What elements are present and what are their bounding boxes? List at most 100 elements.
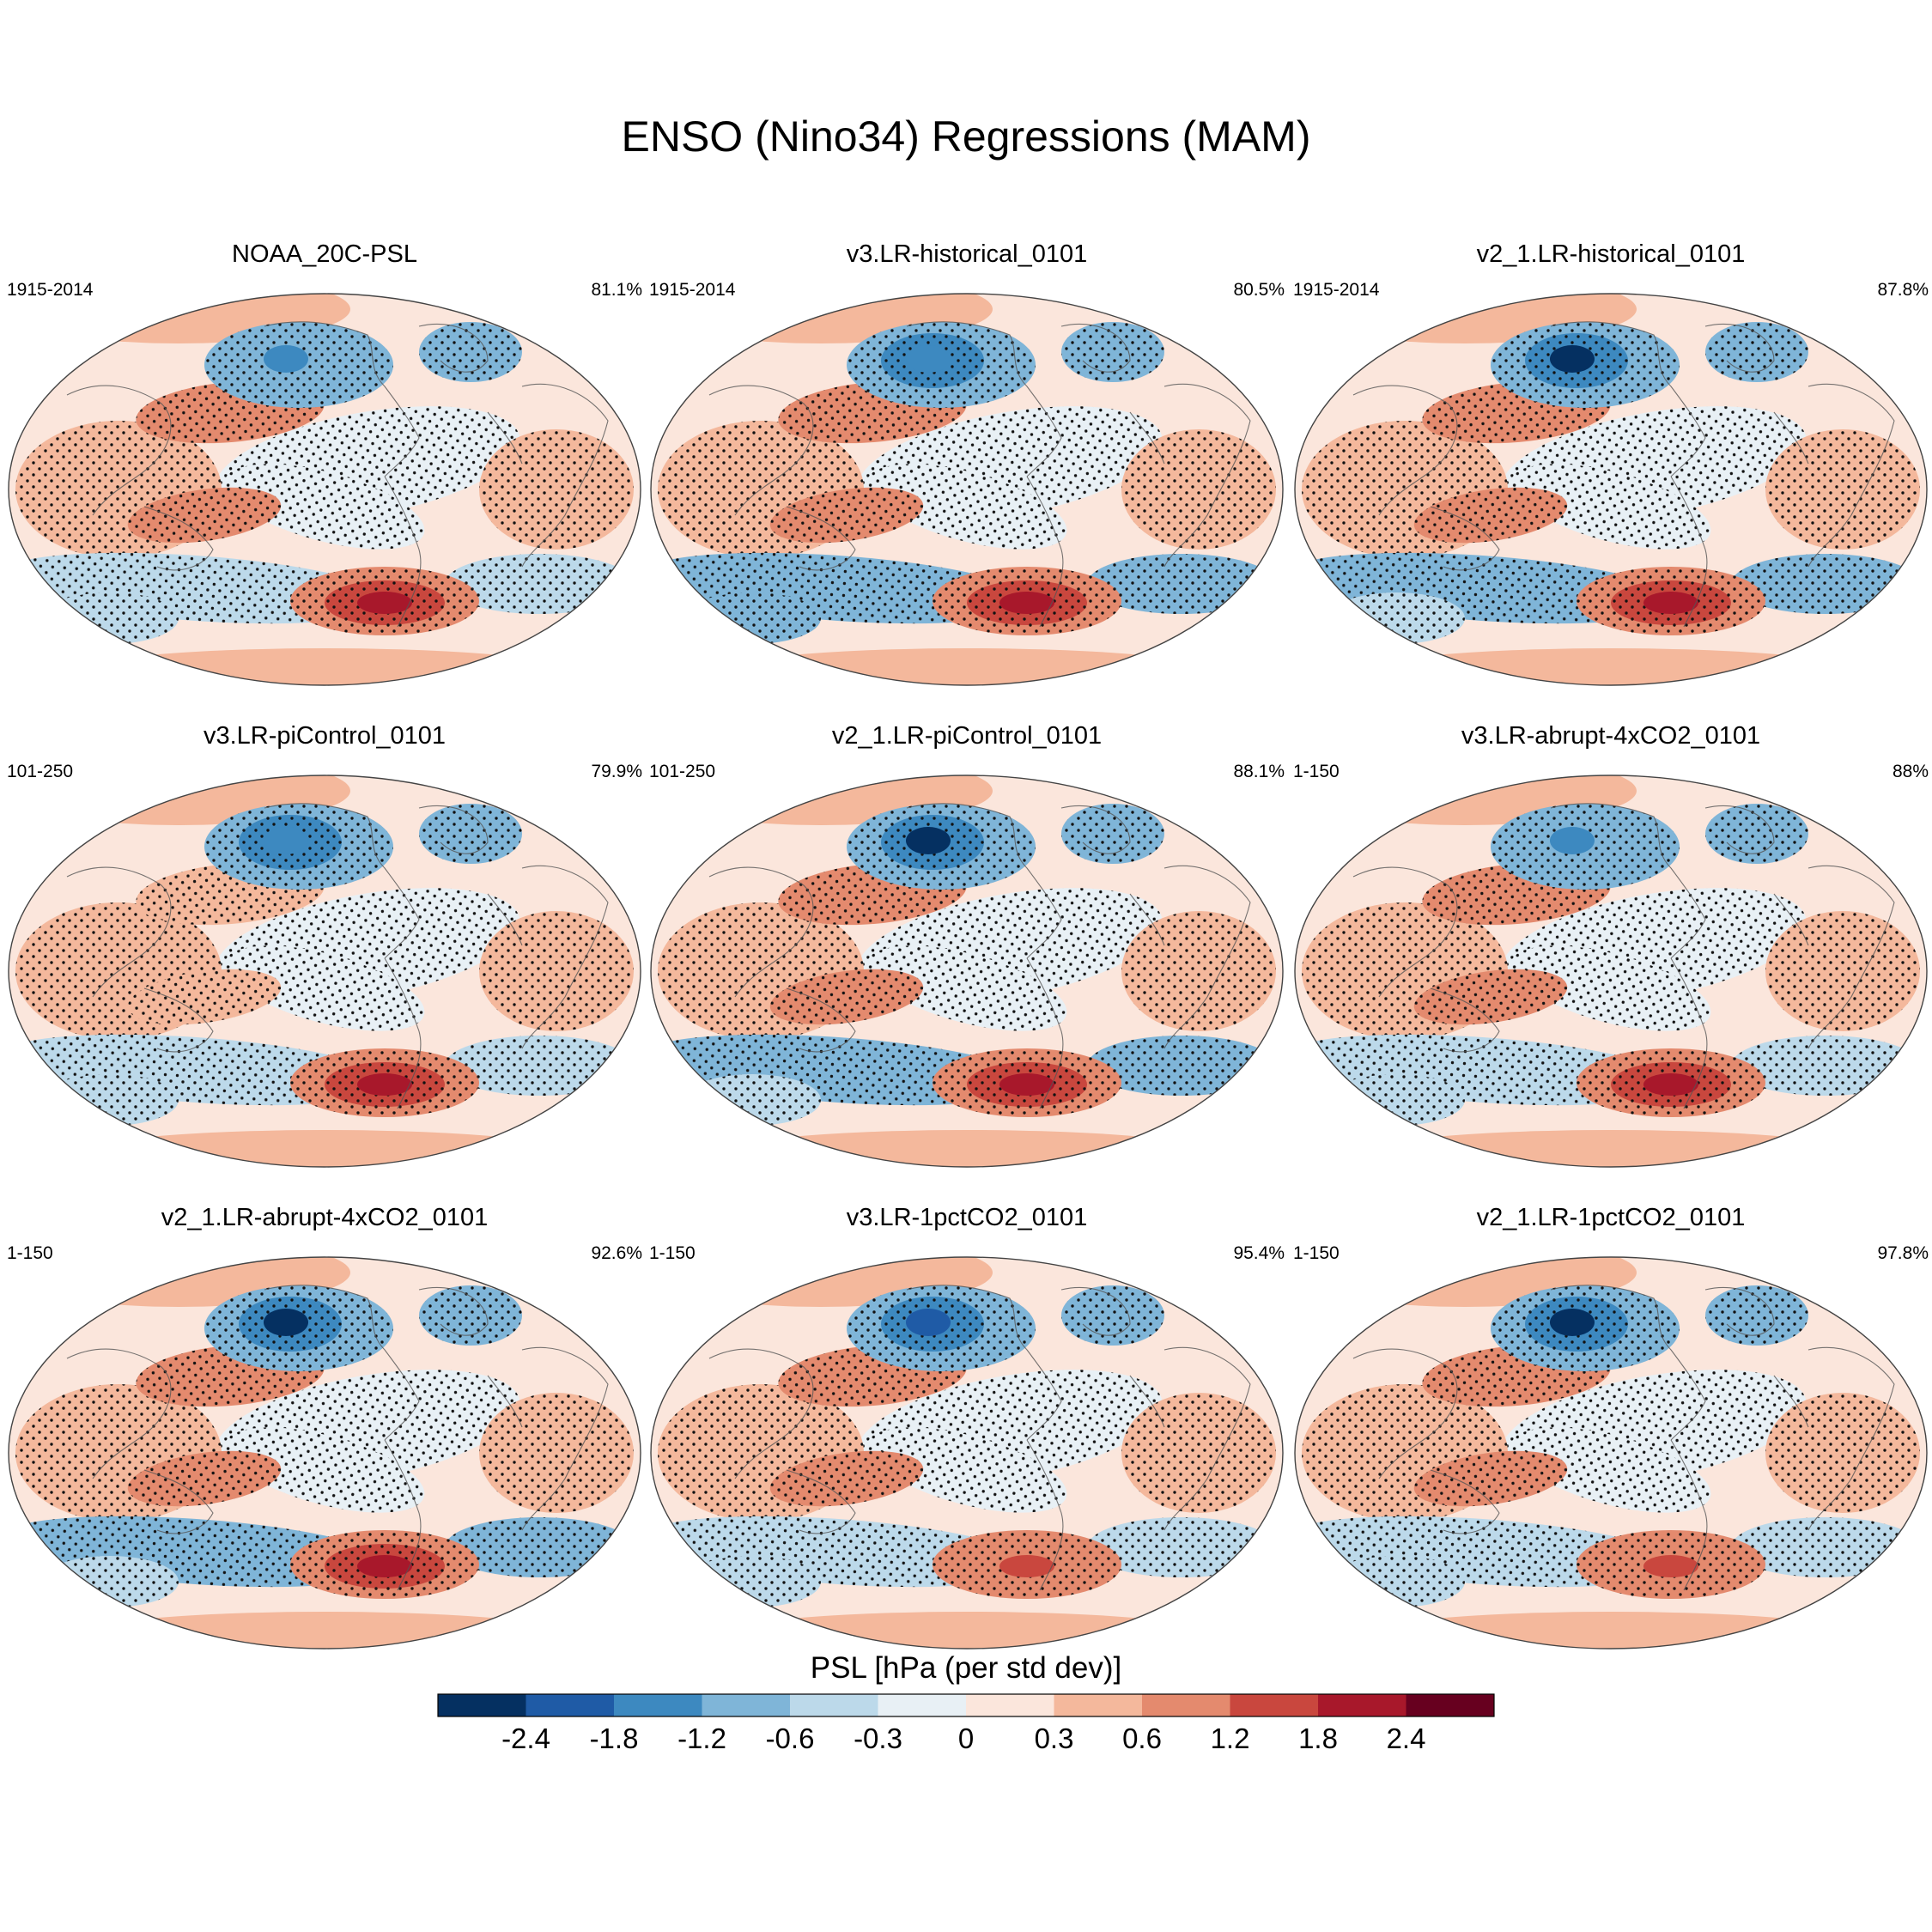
map-panel: NOAA_20C-PSL 1915-2014 81.1% (7, 240, 642, 687)
north-pacific-anomaly (264, 345, 308, 373)
significance-stipple (1510, 1427, 1711, 1513)
regression-map (8, 293, 641, 686)
colorbar-tick-label: -0.3 (854, 1722, 902, 1754)
colorbar-tick-label: -2.4 (501, 1722, 550, 1754)
coastline (906, 321, 1062, 477)
significance-stipple (866, 1427, 1067, 1513)
coastline (786, 987, 856, 1053)
map-panel: v2_1.LR-piControl_0101 101-250 88.1% (649, 722, 1285, 1169)
panel-pattern-correlation: 81.1% (591, 280, 642, 300)
significance-stipple (683, 592, 821, 644)
colorbar-swatch (1406, 1694, 1495, 1716)
regression-map (1294, 1256, 1928, 1649)
north-pacific-anomaly (906, 827, 951, 854)
coastline (1807, 383, 1895, 568)
map-border (1294, 775, 1928, 1168)
coastline (143, 1469, 214, 1534)
significance-stipple (1327, 1556, 1465, 1607)
panel-title: v2_1.LR-piControl_0101 (831, 722, 1103, 750)
panel-title: v3.LR-abrupt-4xCO2_0101 (1461, 722, 1761, 750)
north-pacific-anomaly (264, 1309, 308, 1336)
significance-stipple (419, 804, 522, 864)
coastline (906, 803, 1062, 959)
map-border (8, 1256, 641, 1649)
antarctic-anomaly (1353, 1612, 1868, 1649)
significance-stipple (1765, 911, 1920, 1031)
colorbar-tick-label: -1.2 (677, 1722, 726, 1754)
map-panel: v2_1.LR-abrupt-4xCO2_0101 1-150 92.6% (7, 1204, 642, 1650)
panel-title: v3.LR-piControl_0101 (203, 722, 447, 750)
colorbar-swatch (790, 1694, 878, 1716)
antarctic-anomaly (1353, 1130, 1868, 1167)
map-border (8, 775, 641, 1168)
regression-map (8, 775, 641, 1168)
panel-period: 101-250 (649, 762, 716, 781)
coastline (708, 385, 814, 516)
colorbar-tick-label: 0 (958, 1722, 974, 1754)
coastline (1670, 1439, 1708, 1591)
coastline (66, 866, 172, 998)
panel-title: v2_1.LR-abrupt-4xCO2_0101 (161, 1204, 489, 1231)
regression-map (1294, 775, 1928, 1168)
significance-stipple (224, 945, 425, 1031)
coastline (384, 1439, 422, 1591)
coastline (521, 865, 609, 1049)
significance-stipple (224, 464, 425, 550)
significance-stipple (769, 969, 924, 1025)
south-pacific-anomaly (999, 592, 1054, 614)
coastline (1026, 476, 1064, 628)
coastline (1163, 1346, 1251, 1531)
colorbar-tick-label: -1.8 (590, 1722, 639, 1754)
coastline (1670, 476, 1708, 628)
panel-pattern-correlation: 95.4% (1233, 1243, 1285, 1263)
coastline (418, 1286, 489, 1336)
significance-stipple (1327, 592, 1465, 644)
panel-period: 1915-2014 (1293, 280, 1380, 300)
panel-period: 1915-2014 (649, 280, 736, 300)
regression-map (650, 293, 1284, 686)
significance-stipple (419, 1285, 522, 1346)
panel-pattern-correlation: 88.1% (1233, 762, 1285, 781)
significance-stipple (127, 969, 282, 1025)
coastline (487, 411, 523, 465)
significance-stipple (127, 1450, 282, 1507)
coastline (487, 893, 523, 946)
coastline (1352, 1348, 1458, 1479)
panel-pattern-correlation: 97.8% (1877, 1243, 1929, 1263)
antarctic-anomaly (1353, 648, 1868, 685)
coastline (786, 506, 856, 571)
coastline (1129, 1375, 1165, 1428)
south-pacific-anomaly (1643, 592, 1698, 614)
map-border (650, 1256, 1284, 1649)
significance-stipple (866, 945, 1067, 1031)
significance-stipple (1765, 429, 1920, 550)
map-panel: v3.LR-1pctCO2_0101 1-150 95.4% (649, 1204, 1285, 1650)
coastline (1550, 1285, 1706, 1441)
antarctic-anomaly (709, 1612, 1224, 1649)
significance-stipple (1121, 1393, 1276, 1513)
colorbar-tick-label: 0.6 (1122, 1722, 1162, 1754)
coastline (708, 1348, 814, 1479)
colorbar-tick-label: 1.2 (1211, 1722, 1250, 1754)
coastline (1773, 893, 1809, 946)
panel-pattern-correlation: 80.5% (1233, 280, 1285, 300)
coastline (1352, 866, 1458, 998)
panel-title: NOAA_20C-PSL (232, 240, 417, 268)
figure-title: ENSO (Nino34) Regressions (MAM) (621, 112, 1311, 161)
significance-stipple (479, 911, 634, 1031)
map-border (650, 293, 1284, 686)
panel-pattern-correlation: 92.6% (591, 1243, 642, 1263)
panel-pattern-correlation: 79.9% (591, 762, 642, 781)
panel-pattern-correlation: 88% (1892, 762, 1929, 781)
colorbar-swatch (1318, 1694, 1406, 1716)
north-pacific-anomaly (1550, 345, 1595, 373)
coastline (1026, 1439, 1064, 1591)
colorbar-swatch (526, 1694, 615, 1716)
coastline (1670, 957, 1708, 1109)
coastline (418, 805, 489, 854)
coastline (1060, 805, 1131, 854)
antarctic-anomaly (67, 1612, 582, 1649)
significance-stipple (769, 487, 924, 544)
coastline (906, 1285, 1062, 1441)
significance-stipple (866, 464, 1067, 550)
